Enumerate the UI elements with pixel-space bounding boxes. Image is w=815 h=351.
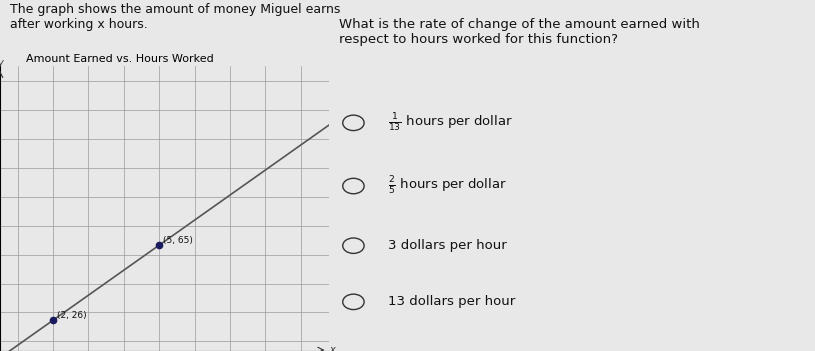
Text: (2, 26): (2, 26) xyxy=(57,311,87,320)
Text: The graph shows the amount of money Miguel earns
after working x hours.: The graph shows the amount of money Migu… xyxy=(10,3,340,31)
Text: $\frac{1}{13}$ hours per dollar: $\frac{1}{13}$ hours per dollar xyxy=(389,112,513,134)
Text: (5, 65): (5, 65) xyxy=(163,236,192,245)
Text: 3 dollars per hour: 3 dollars per hour xyxy=(389,239,507,252)
Text: 13 dollars per hour: 13 dollars per hour xyxy=(389,295,516,309)
Text: $\frac{2}{5}$ hours per dollar: $\frac{2}{5}$ hours per dollar xyxy=(389,175,508,197)
Text: Amount Earned vs. Hours Worked: Amount Earned vs. Hours Worked xyxy=(26,54,214,64)
Text: What is the rate of change of the amount earned with
respect to hours worked for: What is the rate of change of the amount… xyxy=(339,18,700,46)
Text: y: y xyxy=(0,58,3,68)
Text: x: x xyxy=(329,345,335,351)
